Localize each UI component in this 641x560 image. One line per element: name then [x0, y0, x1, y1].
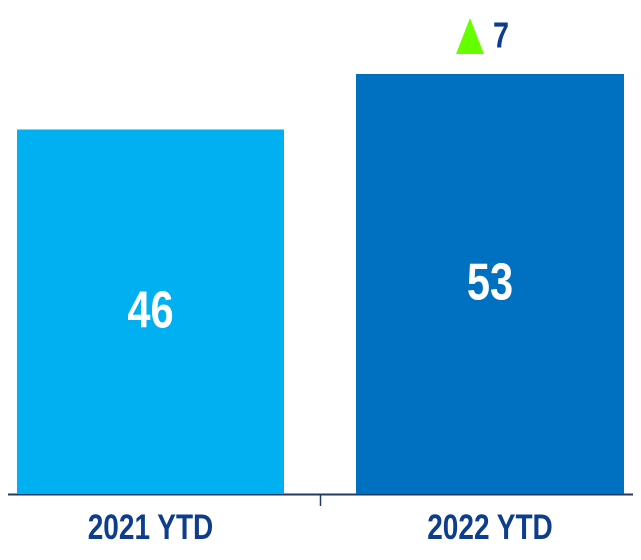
bar [17, 129, 284, 495]
change-label: 7 [493, 14, 509, 55]
bar [356, 74, 624, 494]
increase-arrow [456, 18, 484, 54]
x-tick-label: 2021 YTD [88, 507, 214, 547]
value-label: 46 [127, 280, 173, 339]
x-tick-label: 2022 YTD [427, 507, 553, 547]
value-label: 53 [467, 252, 513, 311]
